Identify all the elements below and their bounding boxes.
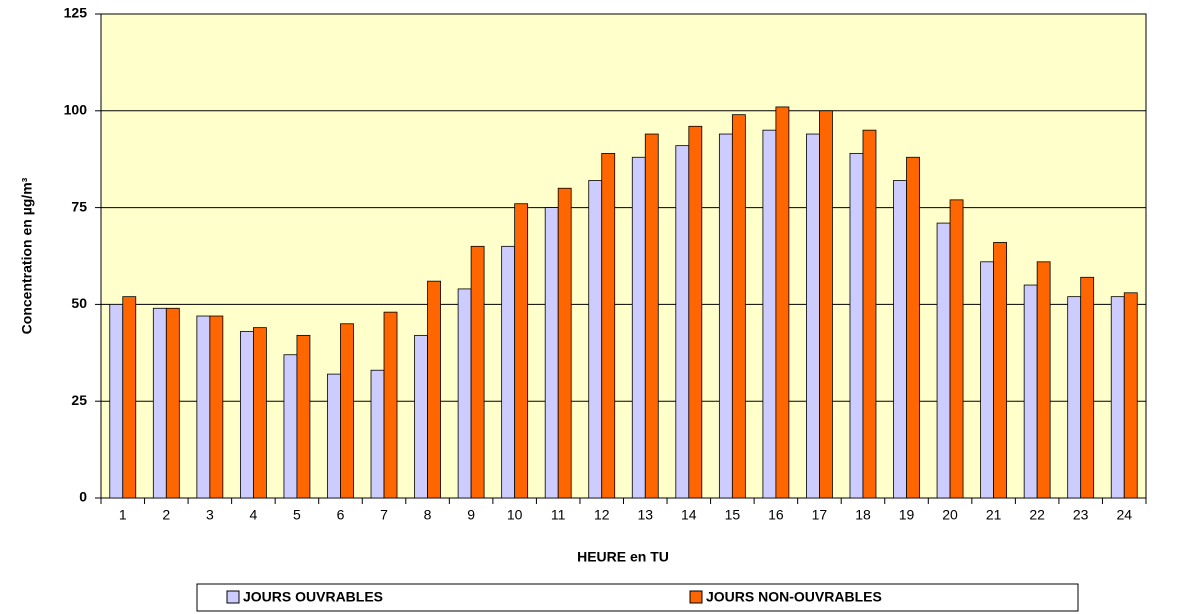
x-tick-label: 8 [424,507,432,523]
x-tick-label: 3 [206,507,214,523]
y-tick-label: 0 [79,489,87,505]
bar [806,133,820,499]
x-tick-label: 22 [1029,507,1045,523]
bar [557,187,572,499]
x-axis-label: HEURE en TU [577,549,669,565]
legend-label: JOURS OUVRABLES [243,589,383,605]
bar [1036,261,1051,499]
bar [196,315,211,499]
bar [544,207,559,499]
bar [731,114,746,499]
bar [283,354,298,499]
y-tick-label: 125 [64,5,88,21]
y-tick-label: 25 [71,392,87,408]
bar [862,129,877,499]
legend-swatch [226,590,240,604]
bar [762,129,777,499]
bar [122,296,137,499]
bar [457,288,472,499]
bar [993,242,1008,499]
bar [1110,296,1125,499]
bar [470,245,485,499]
x-tick-label: 2 [162,507,170,523]
x-tick-label: 5 [293,507,301,523]
x-tick-label: 23 [1073,507,1089,523]
x-tick-label: 1 [119,507,127,523]
bar [370,369,385,499]
x-tick-label: 18 [855,507,871,523]
x-tick-label: 10 [507,507,523,523]
plot-area [100,13,1147,499]
bar [775,106,790,499]
bar [152,307,167,499]
bar [296,334,311,499]
bar [936,222,951,499]
bar [514,203,529,499]
bar [601,152,616,499]
y-tick-label: 75 [71,198,87,214]
bar [414,334,428,499]
x-tick-label: 24 [1116,507,1132,523]
x-tick-label: 17 [812,507,828,523]
bar [588,180,603,499]
legend-swatch [689,590,703,604]
bar [1067,296,1082,499]
bar [849,152,864,499]
x-tick-label: 15 [725,507,741,523]
bar [427,280,441,499]
x-tick-label: 16 [768,507,784,523]
x-tick-label: 9 [467,507,475,523]
bar [980,261,995,499]
x-tick-label: 20 [942,507,958,523]
x-tick-label: 4 [249,507,257,523]
x-tick-label: 12 [594,507,610,523]
bar [644,133,659,499]
x-tick-label: 13 [637,507,653,523]
bar [209,315,224,499]
x-tick-label: 19 [899,507,915,523]
x-tick-label: 11 [551,507,566,523]
x-tick-label: 6 [337,507,345,523]
bar [1023,284,1038,499]
legend-label: JOURS NON-OUVRABLES [706,589,882,605]
bar [675,145,690,499]
bar [340,323,354,499]
legend [196,583,1079,612]
bar [252,327,267,499]
x-tick-label: 14 [681,507,697,523]
bar [1123,292,1138,499]
y-axis-label: Concentration en µg/m³ [19,177,35,334]
y-tick-label: 100 [64,102,88,118]
bar [239,331,254,499]
bar [893,180,907,499]
bar [688,125,703,499]
bar [383,311,398,499]
bar [718,133,733,499]
y-tick-label: 50 [71,295,87,311]
x-tick-label: 7 [380,507,388,523]
bar [631,156,646,499]
bar [819,110,833,499]
bar [949,199,964,499]
bar [501,245,516,499]
bar [906,156,920,499]
bar [327,373,341,499]
x-tick-label: 21 [986,507,1002,523]
bar [165,307,180,499]
bar [109,303,124,499]
bar [1080,276,1095,499]
